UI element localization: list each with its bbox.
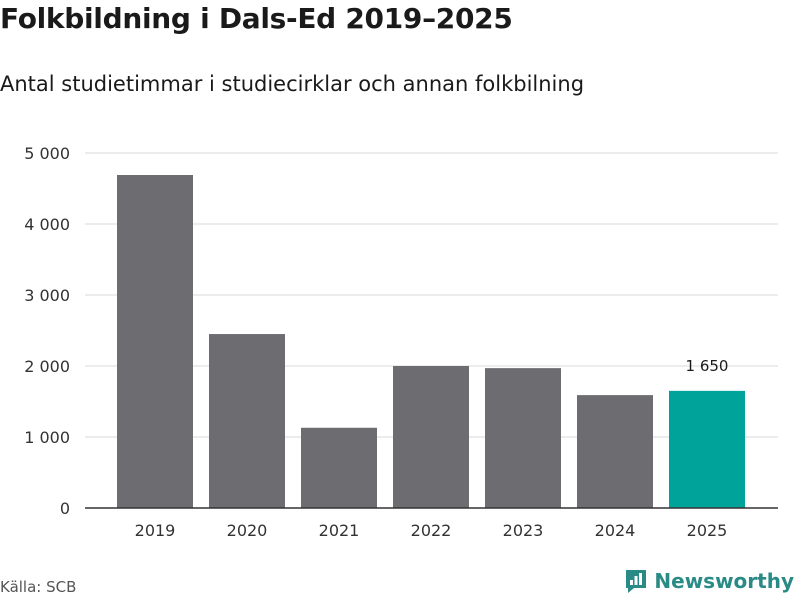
- bar-2022: [393, 366, 469, 508]
- y-tick-label: 5 000: [24, 144, 70, 163]
- x-tick-label: 2022: [411, 521, 452, 540]
- source-note: Källa: SCB: [0, 578, 77, 596]
- bar-2021: [301, 427, 377, 508]
- x-tick-label: 2020: [227, 521, 268, 540]
- y-tick-label: 0: [60, 499, 70, 518]
- bar-2024: [577, 395, 653, 508]
- data-label: 1 650: [686, 357, 729, 375]
- y-tick-label: 2 000: [24, 357, 70, 376]
- chart-subtitle: Antal studietimmar i studiecirklar och a…: [0, 72, 585, 96]
- x-tick-label: 2023: [503, 521, 544, 540]
- bar-2019: [117, 175, 193, 508]
- y-tick-label: 1 000: [24, 428, 70, 447]
- bar-2020: [209, 334, 285, 508]
- brand-name: Newsworthy: [654, 569, 794, 593]
- newsworthy-brand[interactable]: Newsworthy: [624, 568, 794, 594]
- chart-title: Folkbildning i Dals-Ed 2019–2025: [0, 2, 513, 35]
- newsworthy-logo-icon: [626, 570, 647, 593]
- bar-2025: [669, 390, 745, 508]
- x-tick-label: 2025: [687, 521, 728, 540]
- x-tick-label: 2024: [595, 521, 636, 540]
- y-tick-label: 4 000: [24, 215, 70, 234]
- bar-2023: [485, 368, 561, 508]
- x-tick-label: 2021: [319, 521, 360, 540]
- y-tick-label: 3 000: [24, 286, 70, 305]
- x-tick-label: 2019: [135, 521, 176, 540]
